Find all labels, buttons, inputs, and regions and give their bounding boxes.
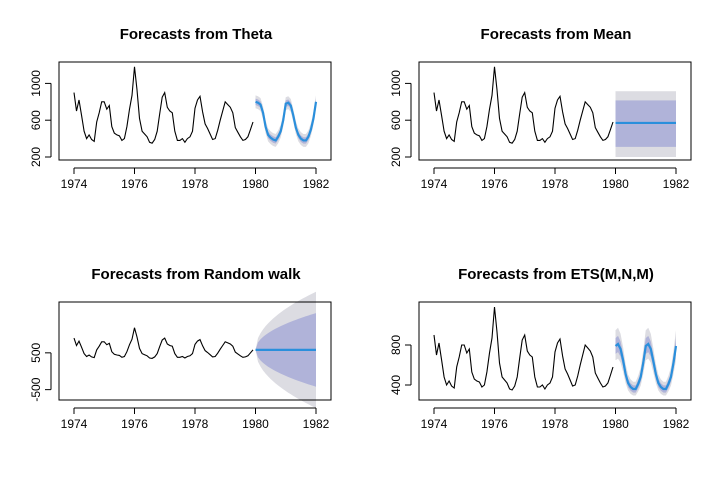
panel-theta: Forecasts from Theta 1974 1976 1978 1980 198… (29, 26, 332, 191)
x-tick-label: 1976 (121, 177, 148, 191)
panel-mean: Forecasts from Mean 1974 1976 1978 1980 1982… (389, 26, 692, 191)
y-tick-label: 500 (29, 343, 43, 363)
y-tick-label: 800 (389, 335, 403, 355)
forecast-mean-line (614, 342, 678, 391)
plot-box (58, 301, 332, 401)
panel-random-walk: Forecasts from Random walk 1974 1976 1978 1… (29, 266, 332, 431)
y-tick-label: 1000 (29, 70, 43, 97)
x-tick-label: 1978 (182, 177, 209, 191)
panel-ets: Forecasts from ETS(M,N,M) 1974 1976 1978 19… (389, 266, 692, 431)
x-tick-label: 1974 (61, 177, 88, 191)
plot-box (418, 61, 692, 161)
x-tick-label: 1980 (242, 177, 269, 191)
band-95 (255, 95, 316, 147)
x-tick-label: 1976 (481, 177, 508, 191)
x-tick-label: 1982 (303, 417, 330, 431)
plot-box (418, 301, 692, 401)
history-line (433, 66, 614, 144)
x-tick-label: 1978 (182, 417, 209, 431)
x-tick-label: 1982 (303, 177, 330, 191)
x-tick-label: 1978 (542, 177, 569, 191)
y-tick-label: 200 (389, 147, 403, 167)
history-line (73, 66, 254, 144)
panel-title: Forecasts from Random walk (91, 266, 301, 283)
y-tick-label: 1000 (389, 70, 403, 97)
panel-title: Forecasts from Theta (120, 26, 273, 43)
y-tick-label: 600 (29, 110, 43, 130)
plot-box (58, 61, 332, 161)
x-tick-label: 1980 (242, 417, 269, 431)
plot-area: 1974 1976 1978 1980 1982 -500 500 (29, 291, 332, 431)
forecast-mean-line (255, 100, 318, 142)
y-tick-label: -500 (29, 377, 43, 401)
x-tick-label: 1980 (602, 417, 629, 431)
x-tick-label: 1974 (421, 177, 448, 191)
history-line (73, 327, 254, 359)
x-tick-label: 1980 (602, 177, 629, 191)
x-tick-label: 1974 (421, 417, 448, 431)
history-line (433, 306, 614, 391)
panel-title: Forecasts from Mean (481, 26, 632, 43)
panel-title: Forecasts from ETS(M,N,M) (458, 266, 654, 283)
x-tick-label: 1976 (121, 417, 148, 431)
plot-area: 1974 1976 1978 1980 1982 200 600 1000 (389, 61, 692, 191)
y-tick-label: 200 (29, 147, 43, 167)
plot-area: 1974 1976 1978 1980 1982 200 600 1000 (29, 61, 332, 191)
x-tick-label: 1974 (61, 417, 88, 431)
x-tick-label: 1982 (663, 177, 690, 191)
x-tick-label: 1976 (481, 417, 508, 431)
y-tick-label: 400 (389, 375, 403, 395)
plot-area: 1974 1976 1978 1980 1982 400 800 (389, 301, 692, 431)
y-tick-label: 600 (389, 110, 403, 130)
x-tick-label: 1982 (663, 417, 690, 431)
x-tick-label: 1978 (542, 417, 569, 431)
